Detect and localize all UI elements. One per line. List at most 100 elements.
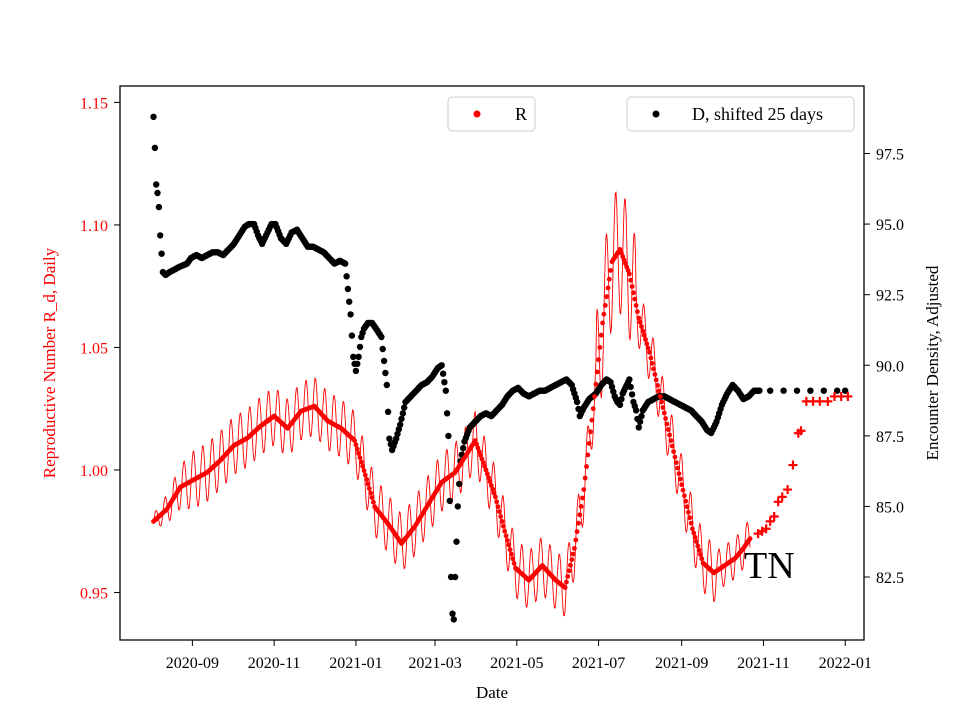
d-point	[635, 424, 642, 431]
r-point	[577, 512, 583, 518]
legend-r-box	[447, 96, 536, 132]
r-point	[631, 290, 636, 296]
r-point	[499, 519, 505, 524]
r-point	[633, 303, 639, 308]
r-point	[479, 456, 485, 462]
d-point	[380, 357, 388, 365]
r-point	[498, 514, 504, 519]
r-point	[637, 319, 643, 325]
y-right-tick-label: 87.5	[876, 429, 904, 446]
r-point	[475, 445, 481, 451]
r-point	[570, 551, 576, 557]
legend-d-marker	[652, 110, 660, 118]
y-right-tick-label: 90.0	[876, 358, 904, 375]
r-point	[696, 547, 702, 553]
r-point	[472, 438, 478, 443]
r-plus-point	[796, 426, 806, 436]
r-point	[606, 276, 612, 282]
r-point	[576, 520, 581, 526]
r-point	[580, 495, 585, 501]
r-point	[480, 460, 486, 465]
r-plus-point	[761, 524, 771, 534]
r-point	[585, 452, 591, 458]
y-right-tick-label: 97.5	[876, 146, 904, 163]
r-point	[598, 332, 604, 338]
r-point	[649, 361, 655, 366]
r-point	[593, 381, 599, 387]
r-point	[478, 452, 483, 458]
d-point	[449, 610, 456, 617]
r-point	[676, 471, 682, 476]
r-point	[608, 268, 613, 273]
d-point	[382, 369, 389, 377]
r-point	[594, 369, 600, 375]
legend-r: R	[447, 96, 536, 132]
r-point	[663, 416, 668, 421]
y-left-tick-label: 1.10	[80, 218, 108, 235]
r-point	[747, 536, 753, 541]
r-point	[360, 463, 365, 469]
d-point	[401, 404, 408, 411]
r-point	[362, 472, 368, 478]
d-point	[343, 273, 350, 280]
r-point	[691, 530, 697, 536]
x-tick-label: 2021-11	[737, 655, 790, 672]
d-point	[346, 298, 353, 305]
r-point	[488, 483, 494, 488]
r-point	[510, 556, 516, 562]
r-point	[635, 309, 640, 315]
r-point	[361, 468, 367, 473]
r-point	[652, 372, 658, 377]
x-tick-label: 2020-11	[248, 655, 301, 672]
r-point	[601, 311, 607, 317]
x-axis-label: Date	[476, 683, 508, 702]
d-point	[352, 367, 360, 375]
r-point	[651, 366, 656, 372]
r-point	[602, 303, 608, 308]
d-point	[355, 353, 362, 360]
r-point	[632, 296, 638, 302]
x-axis-ticks: 2020-09 2020-11 2021-01 2021-03 2021-05 2021-…	[166, 640, 872, 672]
legend-r-marker	[473, 110, 481, 118]
r-point	[562, 585, 568, 590]
r-point	[648, 355, 654, 361]
r-plus-markers	[753, 391, 853, 539]
d-point	[445, 432, 452, 440]
legend-d-label: D, shifted 25 days	[692, 104, 823, 124]
d-point	[379, 345, 386, 353]
d-point	[442, 387, 449, 394]
d-point	[618, 395, 625, 403]
r-point	[671, 449, 676, 454]
x-tick-label: 2021-07	[572, 655, 625, 672]
r-point	[653, 377, 659, 383]
r-point	[686, 509, 691, 515]
y-right-axis-ticks: 82.5 85.0 87.5 90.0 92.5 95.0 97.5	[864, 146, 904, 587]
r-point	[639, 324, 644, 329]
d-point	[399, 410, 407, 417]
x-tick-label: 2020-09	[166, 655, 219, 672]
r-point	[604, 294, 609, 300]
r-point	[357, 455, 363, 461]
x-tick-label: 2022-01	[819, 655, 872, 672]
y-right-tick-label: 95.0	[876, 217, 904, 234]
r-point	[641, 332, 647, 338]
d-point	[627, 383, 634, 391]
r-point	[483, 467, 489, 473]
r-point	[589, 417, 595, 423]
r-point	[474, 441, 479, 447]
r-plus-point	[765, 516, 775, 526]
r-point	[354, 446, 360, 452]
x-tick-label: 2021-09	[655, 655, 708, 672]
r-point	[596, 357, 601, 363]
r-point	[661, 410, 667, 416]
plot-area-frame	[119, 85, 865, 641]
d-point	[820, 387, 827, 394]
d-point	[453, 538, 460, 545]
r-point	[568, 562, 573, 568]
r-point	[597, 345, 603, 350]
d-point	[454, 503, 461, 510]
r-point	[673, 460, 679, 465]
r-point	[694, 539, 699, 544]
d-point	[157, 232, 164, 239]
